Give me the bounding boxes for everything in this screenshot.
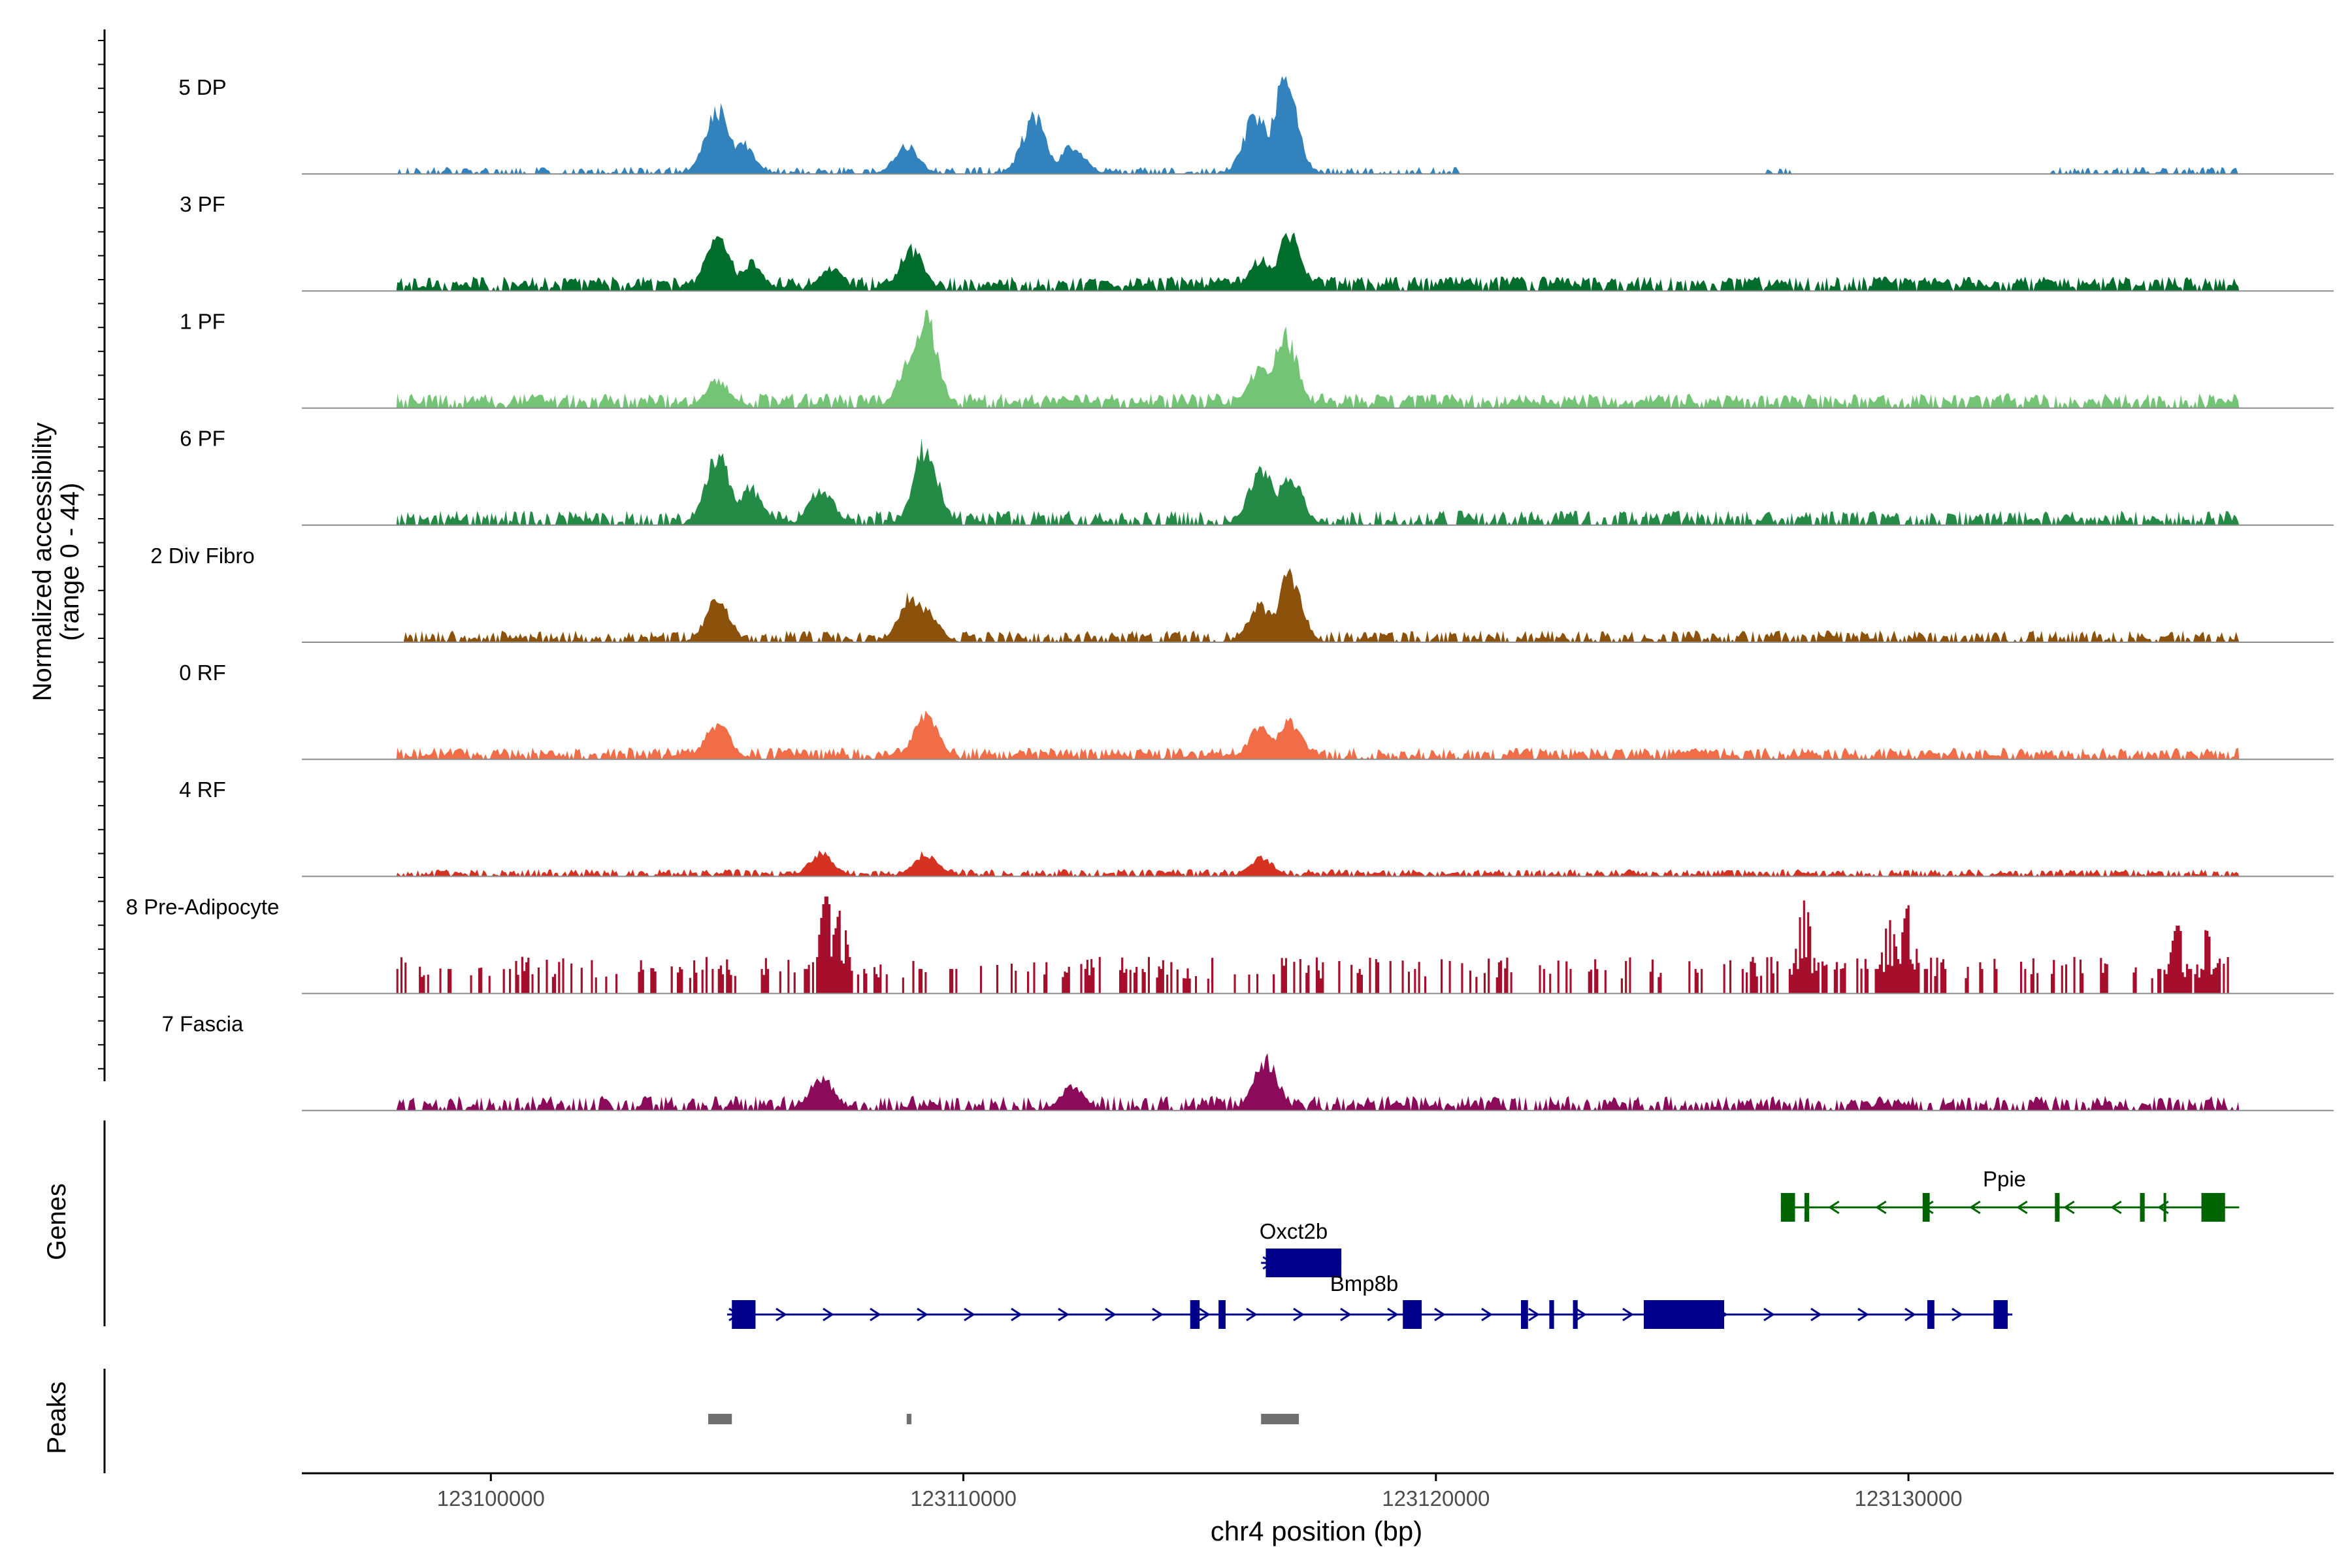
strand-arrow: [1904, 1307, 1916, 1322]
strand-arrow: [964, 1307, 975, 1322]
exon: [1780, 1193, 1795, 1222]
genes-panel: Ppie Oxct2b Bmp8b: [103, 1120, 2240, 1329]
strand-arrow: [1246, 1307, 1258, 1322]
x-tick-label: 123110000: [910, 1486, 1017, 1511]
gene-label: Oxct2b: [1260, 1219, 1328, 1243]
track-8-pre-adipocyte: 8 Pre-Adipocyte: [126, 894, 2334, 994]
strand-arrow: [776, 1307, 787, 1322]
strand-arrow: [1340, 1307, 1352, 1322]
coverage-area: [396, 1053, 2240, 1111]
y-axis-left: [98, 29, 106, 1081]
strand-arrow: [1622, 1307, 1634, 1322]
coverage-area: [396, 438, 2240, 525]
strand-arrow: [870, 1307, 881, 1322]
exon: [1266, 1249, 1342, 1277]
peak-region: [1261, 1414, 1299, 1424]
peaks-panel: [103, 1369, 1299, 1473]
track-label: 7 Fascia: [162, 1012, 244, 1036]
exon: [1521, 1300, 1528, 1329]
exon: [1573, 1300, 1578, 1329]
track-7-fascia: 7 Fascia: [162, 1012, 2334, 1111]
peak-region: [906, 1414, 911, 1424]
exon: [2140, 1193, 2145, 1222]
exon: [1993, 1300, 2008, 1329]
coverage-area: [396, 76, 2240, 174]
strand-arrow: [1152, 1307, 1164, 1322]
x-axis-title: chr4 position (bp): [1211, 1516, 1423, 1546]
exon: [1805, 1193, 1810, 1222]
strand-arrow: [1763, 1307, 1775, 1322]
coverage-area: [396, 896, 2240, 994]
strand-arrow: [823, 1307, 834, 1322]
track-label: 8 Pre-Adipocyte: [126, 894, 280, 919]
coverage-tracks: 5 DP 3 PF 1 PF 6 PF 2 Div Fibro 0 RF 4 RF 8 Pre…: [126, 75, 2334, 1111]
track-label: 2 Div Fibro: [150, 544, 255, 568]
gene-bmp8b: Bmp8b: [727, 1271, 2013, 1329]
track-6-pf: 6 PF: [180, 427, 2334, 526]
strand-arrow: [1105, 1307, 1117, 1322]
track-3-pf: 3 PF: [180, 192, 2334, 292]
exon: [1403, 1300, 1422, 1329]
track-1-pf: 1 PF: [180, 309, 2334, 409]
coverage-area: [396, 568, 2240, 642]
strand-arrow: [2063, 1200, 2075, 1215]
exon: [1922, 1193, 1930, 1222]
gene-label: Bmp8b: [1330, 1271, 1399, 1296]
strand-arrow: [1199, 1307, 1211, 1322]
peaks-panel-label: Peaks: [42, 1381, 71, 1454]
exon: [2055, 1193, 2060, 1222]
strand-arrow: [917, 1307, 928, 1322]
coverage-area: [396, 232, 2240, 291]
exon: [1927, 1300, 1935, 1329]
strand-arrow: [1387, 1307, 1399, 1322]
coverage-area: [396, 710, 2240, 760]
track-4-rf: 4 RF: [179, 777, 2334, 877]
track-label: 1 PF: [180, 309, 225, 333]
exon: [1218, 1300, 1226, 1329]
strand-arrow: [1810, 1307, 1822, 1322]
exon: [732, 1300, 756, 1329]
track-2-div-fibro: 2 Div Fibro: [150, 544, 2334, 643]
coverage-area: [396, 850, 2240, 877]
gene-ppie: Ppie: [1780, 1167, 2240, 1222]
genes-panel-label: Genes: [42, 1183, 71, 1260]
strand-arrow: [1058, 1307, 1070, 1322]
peak-region: [708, 1414, 732, 1424]
strand-arrow: [1481, 1307, 1493, 1322]
strand-arrow: [1828, 1200, 1840, 1215]
gene-label: Ppie: [1983, 1167, 2026, 1191]
gene-oxct2b: Oxct2b: [1260, 1219, 1342, 1277]
strand-arrow: [1875, 1200, 1887, 1215]
strand-arrow: [1857, 1307, 1869, 1322]
track-0-rf: 0 RF: [179, 661, 2334, 760]
track-label: 5 DP: [178, 75, 226, 99]
strand-arrow: [1434, 1307, 1446, 1322]
track-label: 4 RF: [179, 777, 226, 802]
strand-arrow: [1011, 1307, 1022, 1322]
strand-arrow: [1528, 1307, 1540, 1322]
strand-arrow: [2016, 1200, 2028, 1215]
exon: [2201, 1193, 2225, 1222]
y-axis-title-line1: Normalized accessibility: [28, 423, 57, 702]
strand-arrow: [1293, 1307, 1305, 1322]
strand-arrow: [1952, 1307, 1963, 1322]
coverage-area: [396, 310, 2240, 408]
track-label: 3 PF: [180, 192, 225, 216]
track-label: 0 RF: [179, 661, 226, 685]
exon: [1190, 1300, 1200, 1329]
x-tick-label: 123130000: [1854, 1486, 1962, 1511]
exon: [1644, 1300, 1724, 1329]
track-5-dp: 5 DP: [178, 75, 2334, 175]
exon: [2163, 1193, 2166, 1222]
x-axis: 123100000 123110000 123120000 123130000: [302, 1472, 2334, 1511]
strand-arrow: [1969, 1200, 1981, 1215]
strand-arrow: [2110, 1200, 2122, 1215]
y-axis-title-line2: (range 0 - 44): [56, 483, 84, 641]
x-tick-label: 123100000: [437, 1486, 545, 1511]
exon: [1549, 1300, 1554, 1329]
track-label: 6 PF: [180, 427, 225, 451]
strand-arrow: [1575, 1307, 1587, 1322]
x-tick-label: 123120000: [1382, 1486, 1490, 1511]
